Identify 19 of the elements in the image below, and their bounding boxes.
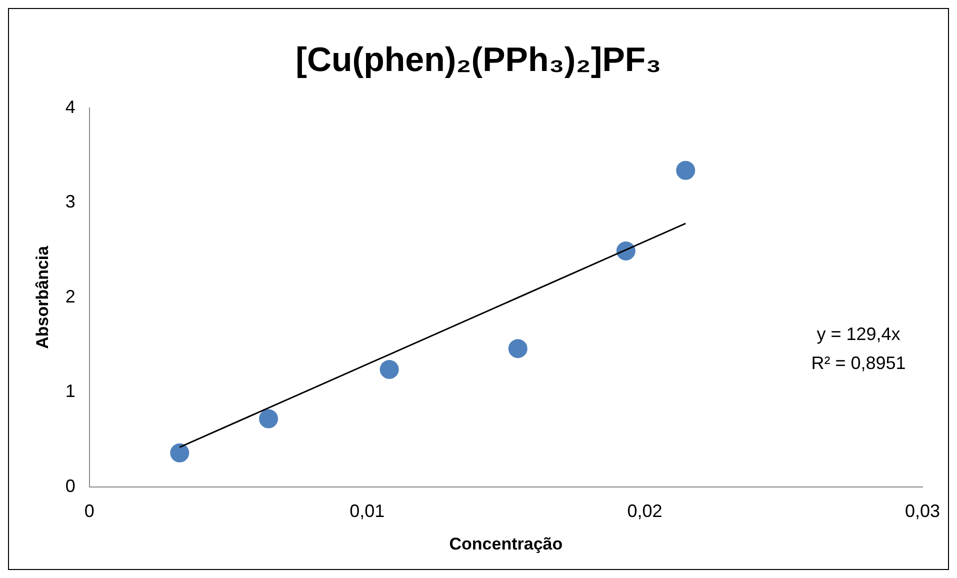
point — [676, 160, 696, 180]
y-tick-label: 0 — [65, 476, 76, 496]
point — [508, 339, 528, 358]
x-tick-label: 0,03 — [904, 500, 940, 521]
y-axis-title: Absorbância — [32, 245, 52, 349]
y-tick-label: 2 — [65, 286, 76, 306]
x-tick-label: 0,02 — [627, 500, 662, 521]
annotation: y = 129,4x — [816, 324, 900, 344]
chart-title: [Cu(phen)₂(PPh₃)₂]PF₃ — [296, 40, 662, 79]
point — [170, 443, 190, 462]
y-tick-label: 1 — [65, 381, 76, 402]
y-tick-label: 4 — [65, 96, 76, 117]
x-tick-label: 0 — [84, 500, 94, 521]
point — [380, 360, 399, 379]
x-tick-label: 0,01 — [350, 500, 385, 521]
point — [259, 409, 278, 428]
y-tick-label: 3 — [65, 192, 76, 212]
x-axis-title: Concentração — [449, 534, 563, 554]
annotation: R² = 0,8951 — [811, 352, 906, 373]
